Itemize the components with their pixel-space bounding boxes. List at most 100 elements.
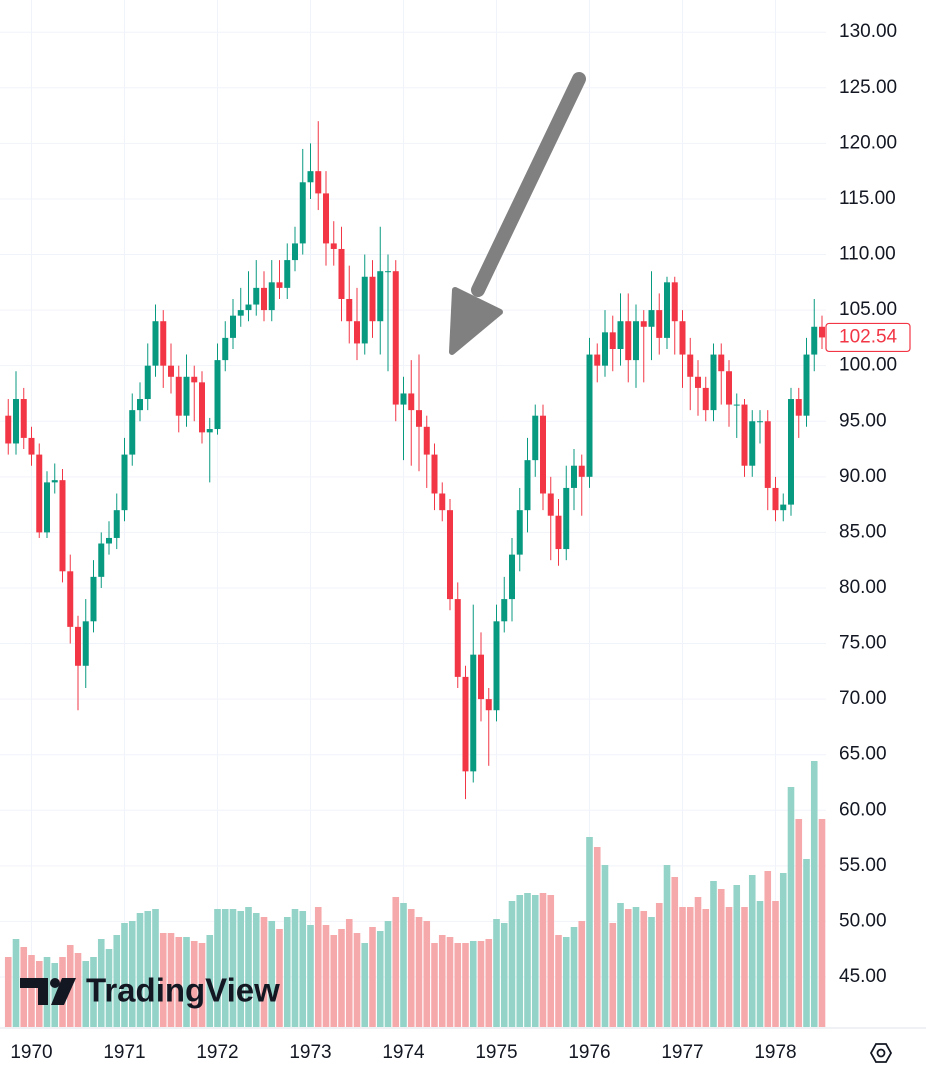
volume-bar	[748, 875, 756, 1027]
candle-body	[292, 243, 298, 261]
volume-bar	[694, 897, 702, 1027]
logo-mark	[20, 978, 48, 1005]
arrow-annotation	[449, 72, 586, 355]
volume-bar	[330, 935, 338, 1027]
candle-body	[493, 621, 500, 711]
settings-button[interactable]	[869, 1043, 893, 1063]
x-tick-label: 1971	[103, 1042, 145, 1063]
volume-bar	[717, 889, 725, 1027]
candle-body	[617, 321, 624, 350]
y-tick-label: 100.00	[839, 355, 897, 376]
candle-body	[540, 415, 546, 494]
volume-bar	[245, 907, 252, 1027]
volume-bar	[175, 937, 183, 1027]
logo-dot	[50, 978, 60, 988]
volume-bar	[593, 847, 601, 1027]
settings-icon[interactable]	[869, 1043, 893, 1063]
volume-bar	[686, 907, 694, 1027]
y-tick-label: 120.00	[839, 132, 897, 153]
volume-bar	[423, 921, 431, 1027]
volume-bar	[795, 819, 803, 1027]
candle-body	[571, 465, 577, 488]
volume-bar	[462, 943, 469, 1027]
candle-body	[679, 321, 686, 355]
candle-body	[121, 454, 128, 511]
candle-body	[640, 321, 647, 327]
y-tick-label: 70.00	[839, 688, 887, 709]
candle-body	[36, 454, 43, 533]
volume-bar	[516, 895, 524, 1027]
candle-body	[594, 354, 601, 366]
volume-bar	[229, 909, 237, 1027]
y-tick-label: 85.00	[839, 521, 887, 542]
volume-bar	[779, 873, 787, 1027]
volume-bar	[260, 917, 268, 1027]
volume-bar	[322, 925, 330, 1027]
volume-bar	[268, 921, 276, 1027]
candle-body	[268, 282, 275, 311]
candle-body	[485, 699, 492, 711]
last-price-box	[825, 322, 911, 353]
candle-body	[764, 421, 771, 488]
volume-bar	[74, 953, 82, 1027]
candle-body	[191, 376, 198, 383]
volume-bar	[128, 921, 136, 1027]
volume-bar	[198, 943, 206, 1027]
candle-body	[307, 171, 314, 183]
candle-body	[516, 510, 523, 555]
volume-bar	[407, 909, 415, 1027]
candle-body	[137, 399, 143, 411]
candle-body	[98, 543, 105, 577]
x-tick-label: 1975	[475, 1042, 517, 1063]
candle-body	[13, 399, 19, 444]
candle-body	[28, 437, 35, 455]
candle-body	[408, 393, 415, 411]
candle-body	[687, 354, 694, 377]
candle-body	[199, 382, 205, 433]
candle-body	[20, 399, 27, 438]
volume-bar	[539, 893, 547, 1027]
volume-bar	[725, 907, 733, 1027]
arrow-head	[449, 287, 503, 355]
volume-bar	[159, 933, 167, 1027]
y-tick-label: 50.00	[839, 910, 887, 931]
candle-body	[59, 480, 66, 572]
volume-bar	[710, 881, 717, 1027]
volume-bar	[384, 921, 392, 1027]
candle-body	[656, 310, 663, 338]
candle-body	[749, 421, 756, 466]
candle-body	[276, 282, 283, 288]
last-price-label: 102.54	[839, 326, 898, 347]
candle-body	[392, 271, 399, 405]
volume-bar	[167, 933, 175, 1027]
volume-bar	[291, 909, 299, 1027]
candle-body	[563, 487, 570, 550]
logo-slash	[51, 978, 76, 1005]
candle-body	[369, 276, 376, 322]
candle-body	[578, 465, 585, 477]
candle-body	[501, 599, 508, 622]
volume-bar	[400, 903, 407, 1027]
candle-body	[733, 404, 740, 406]
settings-icon-center[interactable]	[876, 1048, 886, 1058]
x-tick-label: 1977	[661, 1042, 703, 1063]
candle-body	[75, 626, 81, 666]
volume-bar	[283, 917, 291, 1027]
volume-bar	[338, 929, 345, 1027]
volume-bar	[51, 963, 59, 1027]
candle-body	[129, 410, 136, 455]
candle-body	[183, 376, 190, 416]
volume-bar	[531, 895, 539, 1027]
candle-body	[5, 415, 12, 444]
volume-bar	[756, 901, 764, 1027]
candle-body	[625, 321, 632, 361]
candle-body	[44, 482, 50, 533]
candle-body	[106, 537, 112, 544]
candle-body	[361, 276, 368, 344]
candle-body	[175, 376, 182, 416]
candle-body	[718, 354, 725, 372]
volume-bar	[609, 923, 617, 1027]
candle-body	[439, 493, 446, 511]
candle-body	[602, 332, 608, 366]
volume-bar	[547, 895, 555, 1027]
